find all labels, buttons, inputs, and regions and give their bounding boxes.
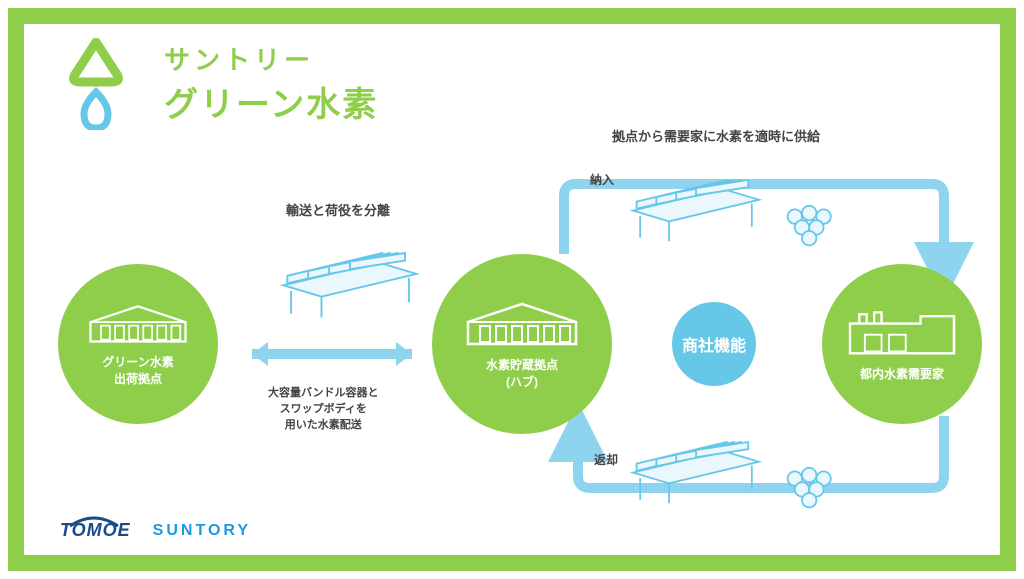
node-demand: 都内水素需要家 bbox=[822, 264, 982, 424]
warehouse-icon bbox=[458, 298, 586, 351]
annot-supply: 拠点から需要家に水素を適時に供給 bbox=[612, 128, 820, 147]
annot-separation: 輸送と荷役を分離 bbox=[286, 202, 390, 221]
annot-return: 返却 bbox=[594, 452, 618, 469]
node-shipping: グリーン水素 出荷拠点 bbox=[58, 264, 218, 424]
warehouse-icon bbox=[83, 301, 193, 348]
cargo-mid bbox=[274, 234, 426, 325]
annot-description: 大容量バンドル容器と スワップボディを 用いた水素配送 bbox=[268, 386, 379, 434]
node-demand-label: 都内水素需要家 bbox=[860, 366, 944, 383]
logos: TOMOE SUNTORY bbox=[60, 520, 251, 541]
frame: サントリー グリーン水素 bbox=[8, 8, 1016, 571]
node-hub-label: 水素貯蔵拠点 (ハブ) bbox=[486, 357, 558, 391]
cargo-top bbox=[624, 162, 768, 248]
canvas: サントリー グリーン水素 bbox=[24, 24, 1000, 555]
annot-delivery: 納入 bbox=[590, 172, 614, 189]
logo-tomoe: TOMOE bbox=[60, 520, 131, 541]
bundle-bot bbox=[784, 466, 847, 520]
bundle-top bbox=[784, 204, 847, 258]
factory-icon bbox=[846, 305, 958, 360]
cargo-bot bbox=[624, 424, 768, 510]
logo-suntory: SUNTORY bbox=[153, 522, 251, 540]
node-shipping-label: グリーン水素 出荷拠点 bbox=[102, 354, 173, 388]
node-trader: 商社機能 bbox=[672, 302, 756, 386]
node-hub: 水素貯蔵拠点 (ハブ) bbox=[432, 254, 612, 434]
